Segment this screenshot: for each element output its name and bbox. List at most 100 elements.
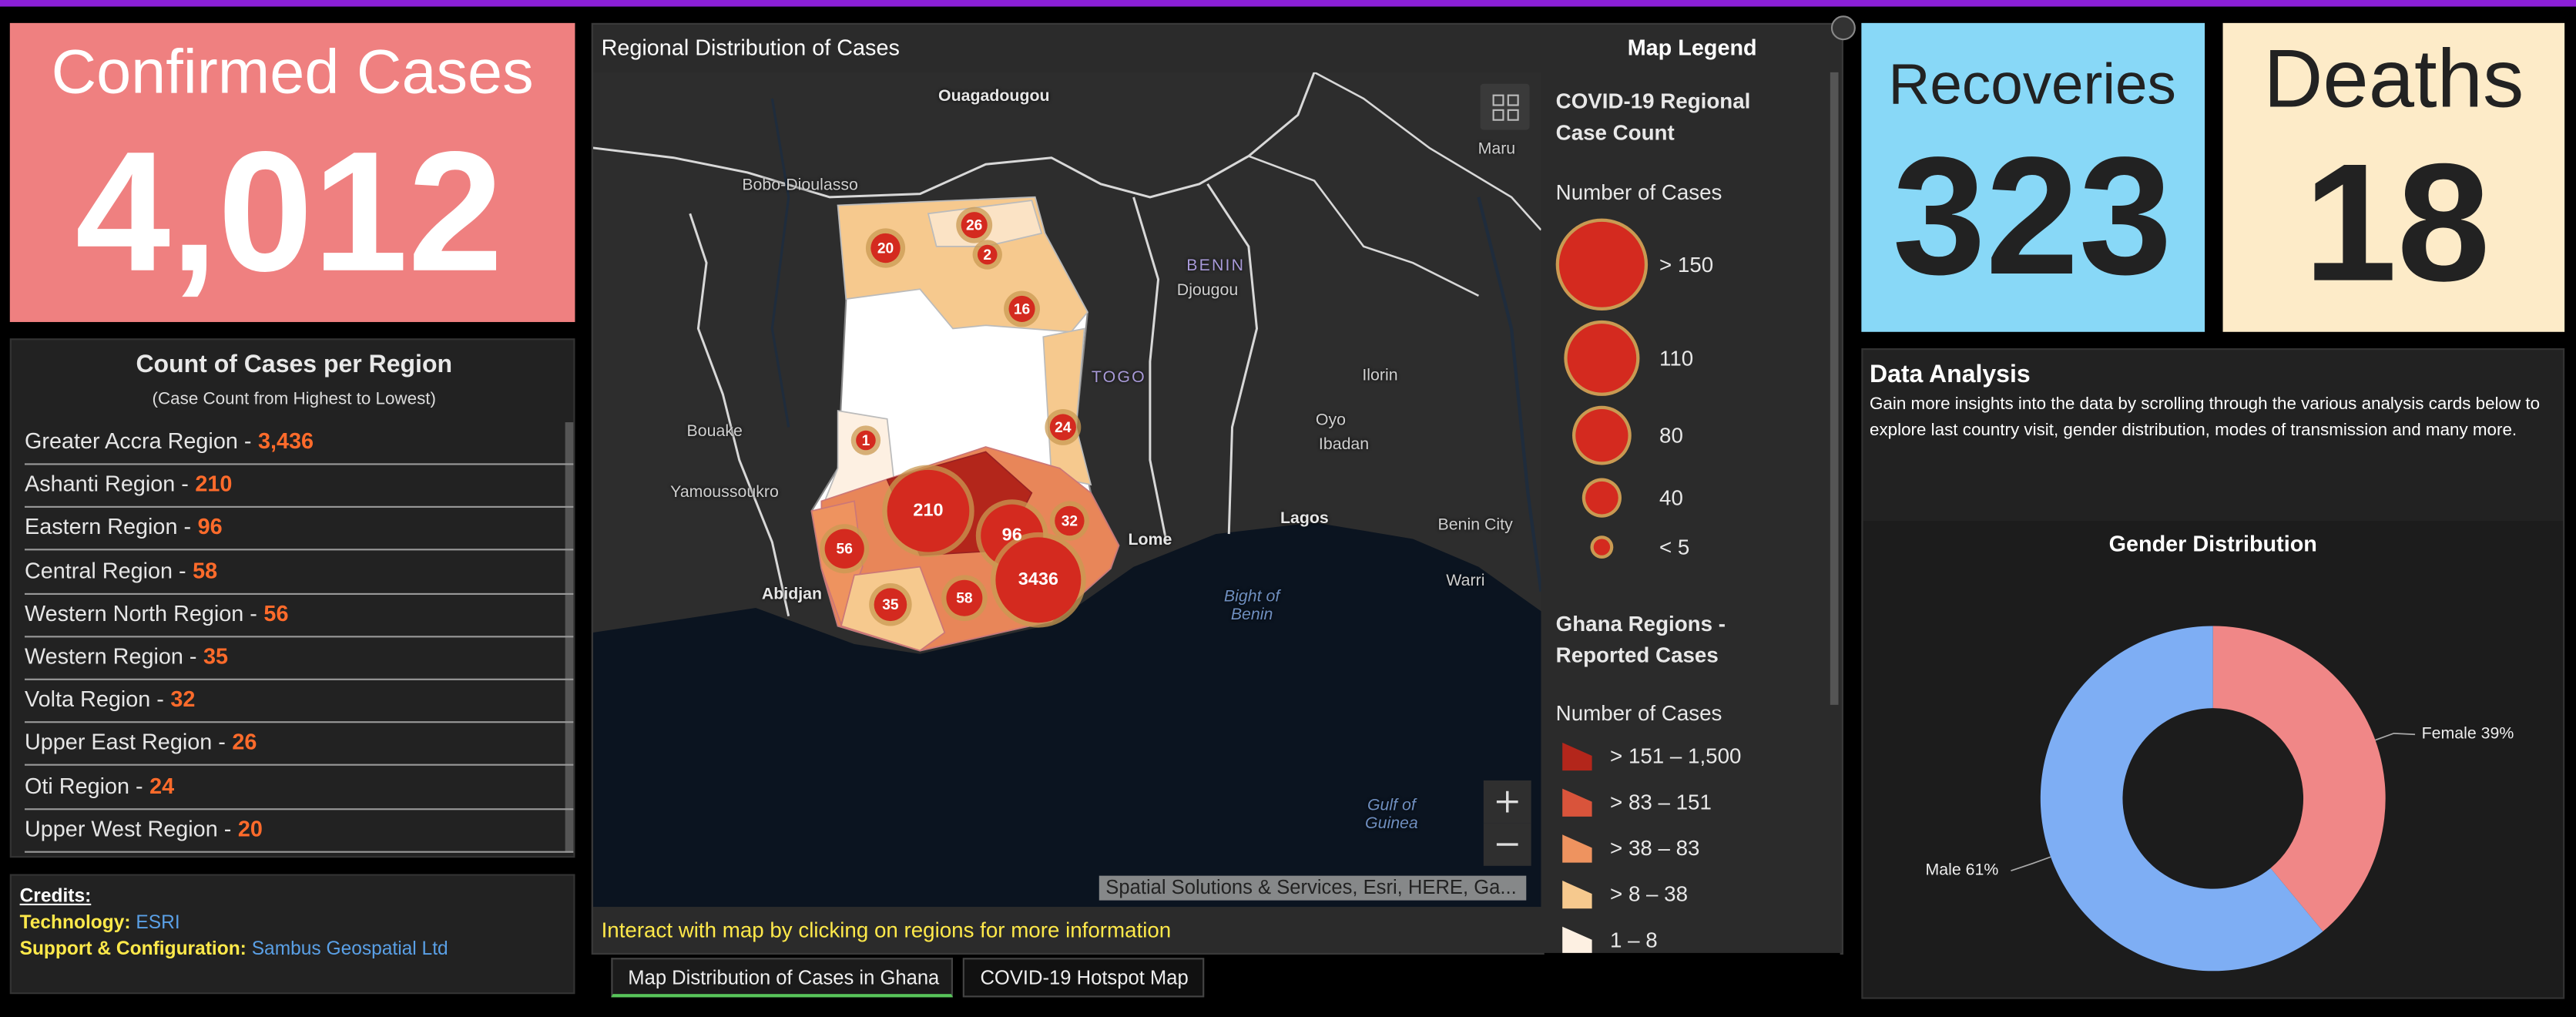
bubble-label: 32	[1061, 512, 1078, 529]
place-label: Bight of Benin	[1223, 588, 1280, 625]
icon	[1492, 109, 1504, 121]
legend-label: < 5	[1659, 535, 1690, 560]
credits-link[interactable]: ESRI	[136, 913, 180, 934]
region-count: 32	[170, 686, 196, 712]
region-name: Oti Region -	[24, 773, 143, 798]
slice-label: Female 39%	[2421, 725, 2514, 743]
place-label: Bouake	[686, 423, 743, 441]
place-label: Maru	[1478, 140, 1516, 159]
case-bubble	[1008, 295, 1035, 322]
card-value: 4,012	[75, 117, 503, 308]
scrollbar[interactable]	[565, 422, 574, 853]
legend-heading: COVID-19 Regional Case Count	[1555, 89, 1751, 145]
region-row: Western North Region -56	[24, 592, 574, 637]
place-label: TOGO	[1091, 368, 1146, 388]
legend	[1555, 218, 1649, 955]
bubble-label: 26	[966, 216, 983, 233]
legend-label: > 8 – 38	[1610, 881, 1689, 907]
case-bubble	[946, 579, 983, 616]
legend-label: 40	[1659, 485, 1683, 511]
leader-line	[2375, 733, 2416, 741]
analysis-text: Gain more insights into the data by scro…	[1870, 394, 2541, 441]
credits-label: Technology:	[19, 913, 131, 934]
legend-swatch	[1562, 834, 1592, 863]
card-title: Confirmed Cases	[51, 39, 534, 108]
region-count: 96	[197, 515, 223, 540]
panel-title: Count of Cases per Region	[136, 351, 453, 379]
credits-link[interactable]: Sambus Geospatial Ltd	[251, 939, 448, 960]
case-bubble	[1049, 414, 1076, 441]
region-count: 20	[237, 816, 263, 841]
legend-circle	[1575, 408, 1628, 462]
top-bar	[0, 0, 2576, 7]
region-count: 26	[232, 730, 257, 755]
case-bubble	[870, 233, 901, 263]
bubble-label: 3436	[1018, 569, 1058, 590]
expand-button[interactable]	[1830, 15, 1856, 41]
place-label: Gulf of Guinea	[1365, 797, 1418, 834]
case-bubble	[856, 430, 876, 451]
scrollbar[interactable]	[1830, 72, 1839, 705]
legend-circle	[1593, 539, 1611, 555]
case-bubble	[887, 469, 970, 552]
region-count: 24	[149, 773, 175, 798]
tab[interactable]: COVID-19 Hotspot Map	[962, 958, 1205, 998]
place-label: Warri	[1446, 572, 1485, 591]
river	[1477, 196, 1541, 592]
bubble-label: 20	[877, 240, 894, 257]
legend-circle	[1558, 221, 1645, 307]
donut-slice	[2040, 626, 2323, 972]
map-footer: Interact with map by clicking on regions…	[601, 918, 1172, 942]
region-row: Western Region -35	[24, 636, 574, 680]
bubble-label: 2	[983, 246, 992, 263]
legend-subheading: Number of Cases	[1555, 180, 1722, 205]
legend-swatch	[1562, 926, 1592, 955]
tab[interactable]: Map Distribution of Cases in Ghana	[611, 958, 953, 998]
border	[689, 213, 790, 617]
icon	[1507, 109, 1519, 121]
place-label: Yamoussoukro	[670, 484, 779, 502]
border	[1248, 155, 1480, 297]
legend-circle	[1567, 324, 1637, 393]
icon	[1492, 94, 1504, 106]
region-name: Volta Region -	[24, 686, 164, 712]
tab-label[interactable]: COVID-19 Hotspot Map	[980, 965, 1189, 989]
region-name: Western North Region -	[24, 601, 257, 626]
legend-label: > 151 – 1,500	[1610, 743, 1742, 768]
legend-label: 1 – 8	[1610, 927, 1658, 952]
basemap-button[interactable]	[1480, 83, 1530, 130]
leader-line	[2011, 856, 2051, 872]
credits-line: Technology: ESRI	[20, 914, 180, 934]
region[interactable]	[1042, 327, 1092, 486]
legend-subheading: Number of Cases	[1555, 700, 1722, 726]
bubble-label: 58	[956, 589, 973, 606]
donut-chart	[2011, 626, 2416, 972]
region-row: Greater Accra Region -3,436	[24, 421, 574, 465]
bubble-label: 24	[1055, 418, 1072, 436]
place-label: Lome	[1128, 531, 1172, 550]
region-name: Upper West Region -	[24, 816, 232, 841]
border	[1132, 196, 1168, 543]
legend-label: > 83 – 151	[1610, 789, 1712, 814]
place-label: Lagos	[1280, 510, 1329, 529]
bubble-label: 35	[882, 596, 899, 613]
card-title: Deaths	[2263, 32, 2524, 126]
chart-title: Gender Distribution	[2108, 531, 2317, 556]
card-value: 323	[1892, 122, 2172, 310]
region-name: Greater Accra Region -	[24, 428, 252, 454]
credits-line: Support & Configuration: Sambus Geospati…	[20, 940, 448, 960]
place-label: Bobo-Dioulasso	[742, 176, 858, 195]
attribution-bg	[1098, 875, 1527, 901]
bubble-label: 16	[1013, 300, 1031, 317]
legend-cutoff	[1544, 952, 1840, 957]
tab-label[interactable]: Map Distribution of Cases in Ghana	[628, 965, 940, 989]
map[interactable]	[592, 72, 1541, 908]
deaths-card: Deaths 18	[2222, 22, 2565, 332]
case-bubble	[977, 244, 998, 265]
region-row: Central Region - 58	[24, 550, 574, 595]
case-bubble	[1055, 505, 1085, 536]
case-bubble	[874, 588, 907, 622]
region-name: Upper East Region -	[24, 730, 226, 755]
region-count: 3,436	[257, 428, 314, 454]
